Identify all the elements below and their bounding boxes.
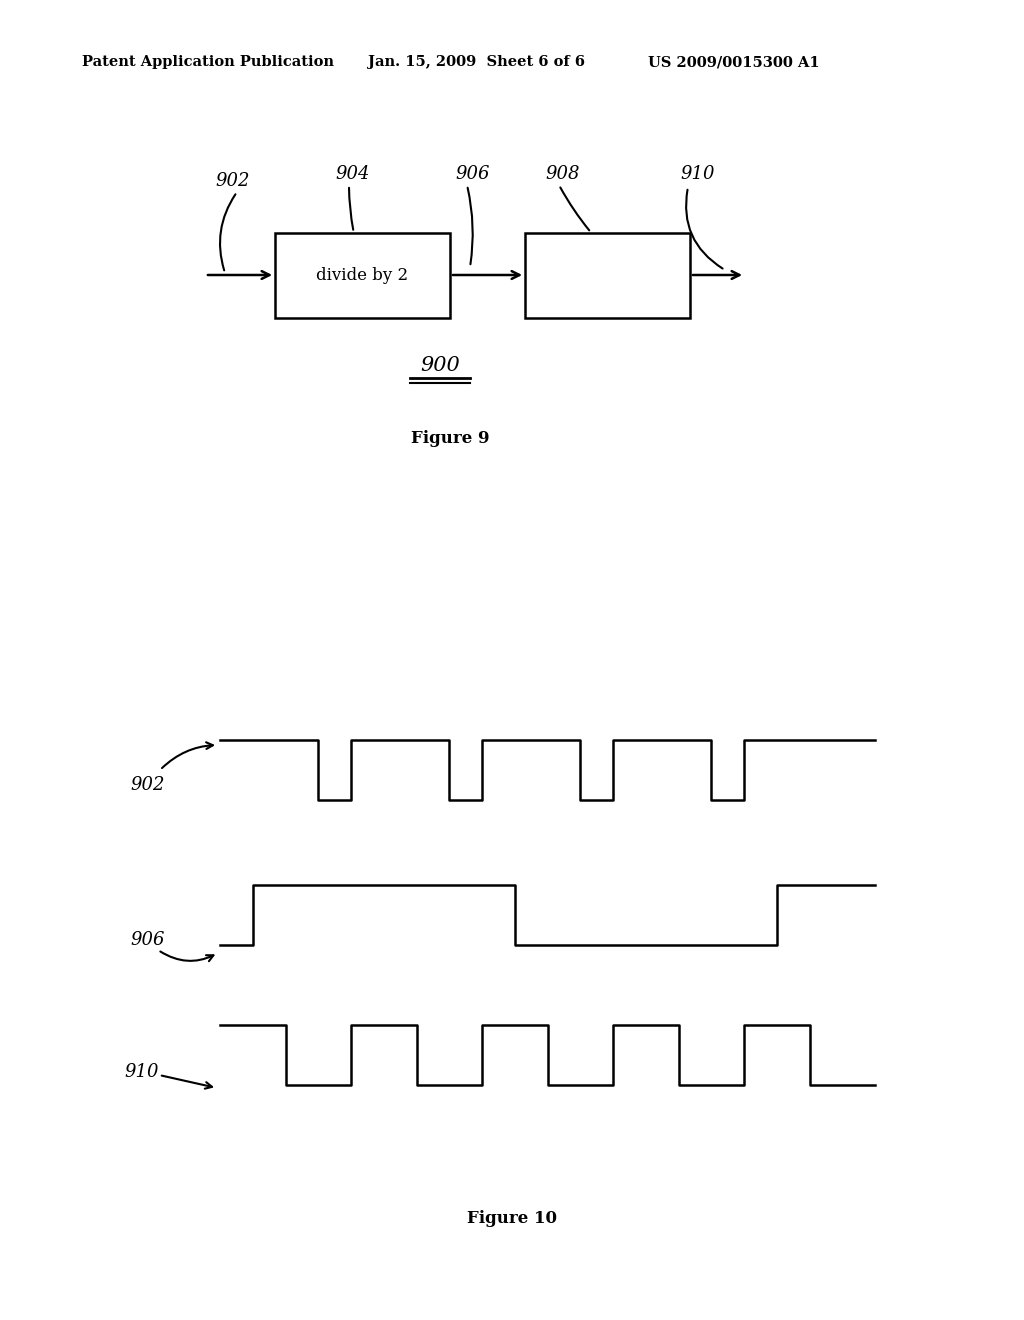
Text: 900: 900 [420,356,460,375]
Text: Patent Application Publication: Patent Application Publication [82,55,334,69]
Text: 902: 902 [215,172,250,190]
Text: US 2009/0015300 A1: US 2009/0015300 A1 [648,55,819,69]
Text: 904: 904 [335,165,370,183]
Bar [275,232,450,318]
Text: 902: 902 [130,776,165,795]
Text: 906: 906 [455,165,489,183]
Text: 906: 906 [130,931,165,949]
Text: 910: 910 [124,1063,159,1081]
Text: 910: 910 [680,165,715,183]
Text: Figure 9: Figure 9 [411,430,489,447]
Text: divide by 2: divide by 2 [316,267,409,284]
Text: Figure 10: Figure 10 [467,1210,557,1228]
Bar [525,232,690,318]
Text: 908: 908 [545,165,580,183]
Text: Jan. 15, 2009  Sheet 6 of 6: Jan. 15, 2009 Sheet 6 of 6 [368,55,585,69]
